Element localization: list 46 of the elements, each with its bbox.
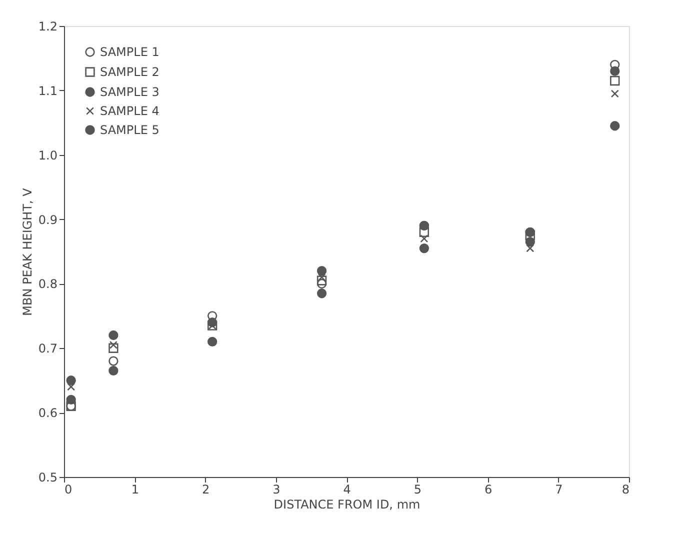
point — [108, 356, 118, 366]
legend-label: SAMPLE 4 — [100, 104, 160, 118]
x-tick-label: 0 — [64, 482, 72, 496]
point — [525, 237, 535, 247]
point — [419, 227, 430, 238]
point — [66, 394, 76, 405]
y-axis-title: MBN PEAK HEIGHT, V — [20, 187, 34, 316]
x-tick-label: 1 — [131, 482, 139, 496]
point — [316, 266, 327, 276]
point — [318, 273, 326, 282]
point — [66, 376, 76, 386]
legend-label: SAMPLE 3 — [100, 85, 160, 99]
point — [67, 382, 76, 391]
y-tick-label: 0.9 — [38, 212, 58, 227]
x-axis-title: DISTANCE FROM ID, mm — [274, 498, 420, 512]
point — [108, 366, 118, 376]
x-tick-label: 6 — [484, 482, 492, 496]
point — [108, 343, 118, 353]
legend-label: SAMPLE 1 — [100, 45, 160, 59]
y-tick-label: 1.2 — [38, 20, 58, 34]
point — [526, 244, 534, 252]
x-tick-label: 8 — [622, 482, 630, 496]
legend-label: SAMPLE 5 — [100, 123, 160, 137]
point — [109, 340, 118, 349]
point — [610, 90, 619, 98]
legend-label: SAMPLE 2 — [100, 65, 160, 79]
x-tick-label: 2 — [202, 482, 210, 496]
point — [316, 288, 327, 298]
point — [420, 234, 428, 243]
y-tick-label: 1.0 — [38, 148, 58, 162]
point — [419, 243, 430, 254]
x-tick-label: 3 — [272, 482, 280, 496]
y-tick-label: 0.7 — [38, 342, 58, 356]
point — [207, 336, 218, 347]
x-tick-label: 4 — [343, 482, 351, 496]
point — [610, 66, 620, 76]
y-tick-label: 0.8 — [38, 277, 58, 292]
point — [108, 330, 118, 340]
x-tick-label: 5 — [414, 482, 422, 496]
y-tick-label: 0.6 — [38, 406, 58, 420]
point — [610, 121, 620, 131]
x-tick-label: 7 — [555, 482, 563, 496]
y-tick-label: 0.5 — [38, 470, 58, 484]
point — [316, 276, 327, 286]
point — [610, 76, 620, 86]
y-tick-label: 1.1 — [38, 84, 58, 98]
